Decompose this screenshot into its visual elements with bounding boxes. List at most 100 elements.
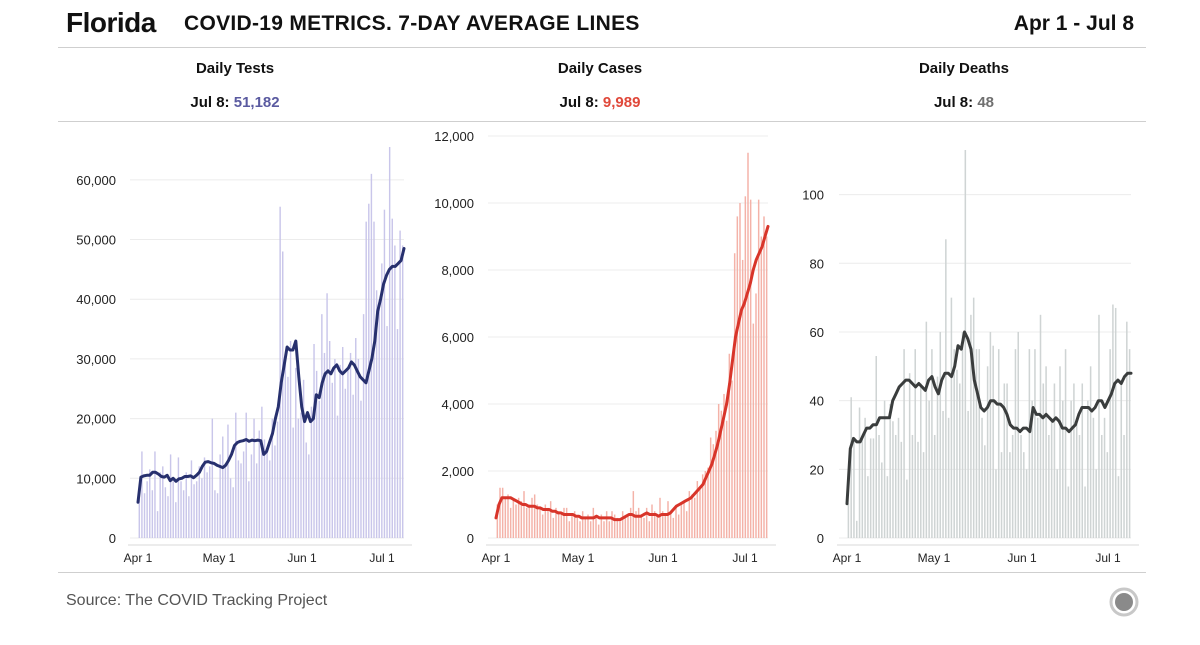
- daily-bar: [1036, 417, 1039, 538]
- daily-bar: [164, 487, 167, 538]
- daily-bar: [284, 358, 287, 538]
- daily-bar: [533, 494, 536, 538]
- daily-bar: [1003, 383, 1006, 538]
- daily-bar: [373, 221, 375, 538]
- panel-header-tests: Daily Tests Jul 8: 51,182: [55, 58, 415, 114]
- daily-bar: [850, 397, 852, 538]
- daily-bar: [872, 438, 875, 538]
- latest-date: Jul 8:: [190, 94, 230, 111]
- daily-bar: [864, 417, 866, 538]
- daily-bar: [931, 349, 933, 538]
- daily-bar: [557, 511, 560, 538]
- y-tick-label: 4,000: [441, 397, 474, 412]
- daily-bar: [391, 218, 393, 538]
- daily-bar: [744, 196, 747, 539]
- daily-bar: [1106, 452, 1109, 538]
- daily-bar: [549, 501, 552, 538]
- daily-bar: [691, 494, 693, 538]
- y-tick-label: 40,000: [76, 292, 116, 307]
- daily-bar: [747, 152, 749, 538]
- daily-bar: [201, 478, 203, 538]
- x-tick-label: Jun 1: [648, 551, 678, 565]
- daily-bar: [1048, 434, 1050, 538]
- daily-bar: [709, 437, 712, 538]
- daily-bar: [539, 507, 541, 538]
- daily-bar: [624, 517, 627, 538]
- daily-bar: [573, 511, 576, 538]
- daily-bar: [906, 479, 908, 538]
- daily-bar: [903, 349, 905, 538]
- daily-bar: [308, 454, 310, 538]
- daily-bar: [894, 434, 897, 538]
- daily-bar: [699, 487, 701, 538]
- panel-header-deaths: Daily Deaths Jul 8: 48: [784, 58, 1144, 114]
- daily-bar: [1100, 434, 1103, 538]
- daily-bar: [360, 400, 362, 538]
- daily-bar: [172, 481, 174, 538]
- daily-bar: [1025, 469, 1028, 538]
- daily-bar: [504, 497, 507, 538]
- daily-bar: [867, 476, 869, 538]
- daily-bar: [266, 448, 268, 538]
- daily-bar: [248, 481, 250, 538]
- daily-bar: [336, 415, 339, 538]
- daily-bar: [1095, 469, 1097, 538]
- daily-bar: [520, 501, 523, 538]
- daily-bar: [375, 290, 378, 538]
- daily-bar: [525, 507, 528, 538]
- daily-bar: [600, 514, 603, 538]
- y-tick-label: 30,000: [76, 352, 116, 367]
- daily-bar: [945, 239, 947, 538]
- daily-bar: [169, 454, 172, 538]
- daily-bar: [383, 209, 386, 538]
- daily-bar: [1042, 383, 1045, 538]
- daily-bar: [292, 427, 294, 538]
- daily-bar: [1126, 321, 1128, 538]
- daily-bar: [193, 484, 195, 538]
- daily-bar: [855, 520, 858, 538]
- daily-bar: [696, 481, 699, 538]
- y-tick-label: 100: [802, 188, 824, 203]
- daily-bar: [1109, 349, 1111, 538]
- daily-bar: [295, 367, 297, 538]
- daily-bar: [175, 502, 177, 538]
- daily-bar: [964, 150, 967, 538]
- daily-bar: [1103, 417, 1106, 538]
- y-tick-label: 12,000: [434, 129, 474, 144]
- daily-bar: [629, 507, 632, 538]
- daily-bar: [669, 511, 672, 538]
- daily-bar: [268, 460, 271, 538]
- daily-bar: [1117, 476, 1120, 538]
- daily-bar: [190, 460, 193, 538]
- daily-bar: [878, 434, 880, 538]
- daily-bar: [1067, 486, 1070, 538]
- daily-bar: [1120, 383, 1123, 538]
- daily-bar: [541, 514, 544, 538]
- daily-bar: [643, 517, 645, 538]
- daily-bar: [861, 438, 864, 538]
- daily-bar: [939, 331, 942, 538]
- daily-bar: [920, 383, 922, 538]
- daily-bar: [206, 472, 208, 538]
- daily-bar: [760, 236, 763, 538]
- daily-bar: [917, 441, 919, 538]
- daily-bar: [986, 366, 989, 538]
- daily-bar: [613, 514, 616, 538]
- daily-bar: [741, 259, 744, 538]
- daily-bar: [736, 216, 739, 538]
- daily-bar: [547, 507, 549, 538]
- daily-bar: [341, 346, 344, 538]
- daily-bar: [1092, 417, 1095, 538]
- daily-bar: [378, 299, 380, 538]
- daily-bar: [362, 314, 365, 538]
- daily-bar: [310, 406, 313, 538]
- daily-bar: [661, 511, 664, 538]
- daily-bar: [900, 441, 903, 538]
- x-tick-label: Jul 1: [1095, 551, 1121, 565]
- daily-bar: [889, 404, 891, 538]
- daily-bar: [621, 511, 624, 538]
- y-tick-label: 80: [810, 256, 824, 271]
- daily-bar: [321, 314, 323, 538]
- daily-bar: [659, 497, 661, 538]
- daily-bar: [576, 517, 579, 538]
